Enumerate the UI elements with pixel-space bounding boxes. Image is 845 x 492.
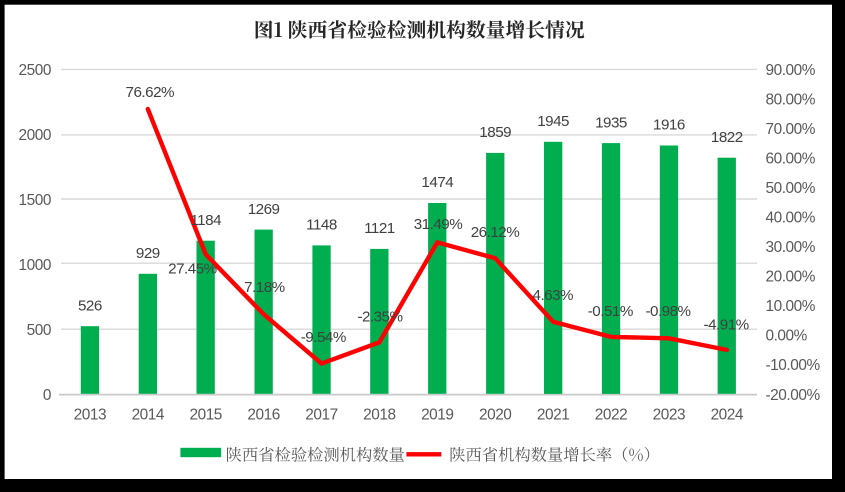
svg-text:2015: 2015 (189, 407, 221, 424)
svg-text:2020: 2020 (479, 407, 511, 424)
svg-text:-9.54%: -9.54% (301, 329, 346, 346)
svg-text:2021: 2021 (537, 407, 569, 424)
svg-text:2016: 2016 (247, 407, 279, 424)
svg-text:10.00%: 10.00% (766, 298, 816, 315)
svg-text:4.63%: 4.63% (533, 287, 574, 304)
svg-text:7.18%: 7.18% (244, 279, 285, 296)
svg-text:1121: 1121 (364, 220, 395, 237)
svg-text:1822: 1822 (711, 129, 743, 146)
svg-text:20.00%: 20.00% (766, 269, 816, 286)
svg-text:1184: 1184 (190, 212, 221, 229)
svg-text:2024: 2024 (711, 407, 744, 424)
svg-text:1916: 1916 (653, 117, 685, 134)
svg-text:50.00%: 50.00% (766, 180, 816, 197)
svg-text:-20.00%: -20.00% (766, 387, 821, 404)
svg-text:60.00%: 60.00% (766, 150, 816, 167)
svg-text:2023: 2023 (653, 407, 685, 424)
svg-text:90.00%: 90.00% (766, 62, 816, 79)
svg-text:500: 500 (27, 322, 51, 339)
svg-text:0.00%: 0.00% (766, 328, 808, 345)
svg-text:31.49%: 31.49% (414, 216, 463, 233)
svg-text:526: 526 (78, 297, 102, 314)
svg-text:30.00%: 30.00% (766, 239, 816, 256)
svg-text:0: 0 (43, 387, 51, 404)
svg-text:-0.98%: -0.98% (645, 303, 690, 320)
svg-text:-2.35%: -2.35% (357, 309, 402, 326)
svg-text:1148: 1148 (306, 217, 337, 234)
svg-text:1474: 1474 (421, 174, 453, 191)
svg-text:76.62%: 76.62% (126, 84, 175, 101)
svg-text:1945: 1945 (537, 113, 569, 130)
svg-text:-4.91%: -4.91% (704, 317, 749, 334)
svg-text:2500: 2500 (19, 62, 51, 79)
svg-text:1000: 1000 (19, 257, 51, 274)
svg-text:2014: 2014 (132, 407, 165, 424)
svg-text:1935: 1935 (595, 114, 627, 131)
svg-text:2022: 2022 (595, 407, 627, 424)
svg-text:2019: 2019 (421, 407, 453, 424)
svg-text:2013: 2013 (74, 407, 106, 424)
svg-text:80.00%: 80.00% (766, 91, 816, 108)
svg-text:1500: 1500 (19, 192, 51, 209)
svg-text:2017: 2017 (305, 407, 337, 424)
svg-text:2018: 2018 (363, 407, 395, 424)
svg-text:1269: 1269 (248, 201, 280, 218)
svg-text:-10.00%: -10.00% (766, 357, 821, 374)
svg-text:2000: 2000 (19, 127, 51, 144)
svg-text:1859: 1859 (479, 124, 511, 141)
svg-text:40.00%: 40.00% (766, 210, 816, 227)
svg-text:26.12%: 26.12% (471, 224, 520, 241)
svg-text:929: 929 (136, 245, 160, 262)
svg-text:27.45%: 27.45% (168, 261, 217, 278)
svg-text:70.00%: 70.00% (766, 121, 816, 138)
svg-text:-0.51%: -0.51% (588, 303, 633, 320)
